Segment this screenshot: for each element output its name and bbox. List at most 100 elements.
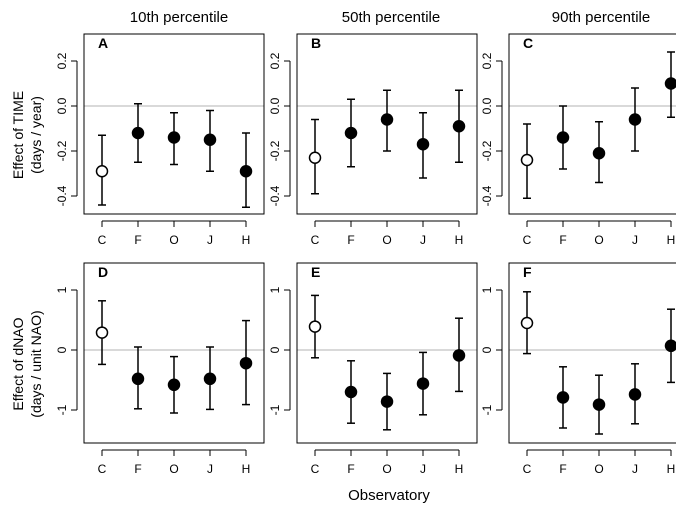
- panel-f-point: [520, 316, 534, 330]
- panel-a-point: [95, 165, 109, 178]
- panel-f-x-tick-label: O: [594, 462, 603, 476]
- column-title-1: 10th percentile: [130, 9, 228, 26]
- panel-b-x-tick-label: O: [382, 233, 391, 247]
- panel-c-x-tick-label: J: [632, 233, 638, 247]
- panel-e-x-tick-label: F: [347, 462, 354, 476]
- panel-c-point: [520, 153, 534, 167]
- panel-a-point: [167, 131, 181, 144]
- x-axis-label: Observatory: [348, 487, 430, 504]
- panel-c-group: C -0.4 -0.2 0.0 0.2 C F O J H: [480, 33, 676, 247]
- panel-b-point: [416, 138, 430, 151]
- panel-f-point: [592, 398, 606, 411]
- row2-ylabel-line2: (days / unit NAO): [28, 310, 44, 417]
- panel-e-x-tick-label: C: [311, 462, 320, 476]
- panel-d-x-tick-label: O: [169, 462, 178, 476]
- panel-d-point: [203, 372, 217, 386]
- panel-c-x-tick-label: H: [667, 233, 676, 247]
- panel-d-point: [239, 356, 253, 370]
- panel-c-y-tick-label: -0.2: [480, 140, 494, 161]
- panel-c-y-tick-label: 0.2: [480, 52, 494, 69]
- panel-c-point: [664, 77, 676, 90]
- panel-e-point: [380, 395, 394, 408]
- panel-b-x-tick-label: J: [420, 233, 426, 247]
- row1-ylabel-line1: Effect of TIME: [10, 91, 26, 179]
- panel-e-frame: [296, 262, 478, 444]
- panel-d-letter: D: [98, 264, 108, 280]
- panel-f-y-tick-label: 1: [480, 286, 494, 293]
- panel-b-frame: [296, 33, 478, 215]
- panel-c-x-tick-label: F: [559, 233, 566, 247]
- panel-f-x-tick-label: F: [559, 462, 566, 476]
- panel-d-point: [95, 326, 109, 339]
- panel-e-point: [416, 377, 430, 390]
- panel-e-letter: E: [311, 264, 320, 280]
- panel-b-x-tick-label: C: [311, 233, 320, 247]
- panel-b-letter: B: [311, 35, 321, 51]
- panel-d-x-tick-label: F: [134, 462, 141, 476]
- panel-b-y-tick-label: 0.2: [268, 52, 282, 69]
- panel-e-x-tick-label: J: [420, 462, 426, 476]
- panel-d-point: [131, 372, 145, 386]
- panel-f-y-tick-label: -1: [480, 404, 494, 415]
- panel-c-point: [556, 131, 570, 144]
- panel-b-point: [380, 113, 394, 126]
- panel-d-group: D -1 0 1 C F O J H: [55, 262, 265, 476]
- panel-e-point: [308, 320, 322, 333]
- panel-f-frame: [508, 262, 676, 444]
- panel-e-x-tick-label: H: [455, 462, 464, 476]
- panel-a-y-tick-label: -0.2: [55, 140, 69, 161]
- panel-d-x-tick-label: H: [242, 462, 251, 476]
- panel-a-x-tick-label: O: [169, 233, 178, 247]
- panel-d-x-tick-label: J: [207, 462, 213, 476]
- panel-e-y-tick-label: -1: [268, 404, 282, 415]
- panel-d-frame: [83, 262, 265, 444]
- panel-d-y-tick-label: 0: [55, 346, 69, 353]
- panel-a-letter: A: [98, 35, 108, 51]
- column-title-2: 50th percentile: [342, 9, 440, 26]
- panel-a-y-tick-label: 0.2: [55, 52, 69, 69]
- panel-c-y-tick-label: 0.0: [480, 97, 494, 114]
- panel-a-point: [131, 126, 145, 140]
- panel-b-point: [452, 120, 466, 133]
- panel-a-x-tick-label: J: [207, 233, 213, 247]
- panel-b-y-tick-label: 0.0: [268, 97, 282, 114]
- panel-e-x-tick-label: O: [382, 462, 391, 476]
- panel-c-letter: C: [523, 35, 533, 51]
- panel-e-y-tick-label: 0: [268, 346, 282, 353]
- panel-b-x-tick-label: H: [455, 233, 464, 247]
- panel-b-point: [344, 126, 358, 140]
- panel-a-y-tick-label: 0.0: [55, 97, 69, 114]
- panel-f-x-tick-label: H: [667, 462, 676, 476]
- panel-c-point: [628, 113, 642, 126]
- panel-a-frame: [83, 33, 265, 215]
- row2-ylabel-line1: Effect of dNAO: [10, 317, 26, 410]
- panels-layer: A -0.4 -0.2 0.0 0.2 C F O J H B -0.4 -0.2 0.0 0.2 C F O J H…: [55, 33, 676, 476]
- panel-e-point: [452, 349, 466, 362]
- panel-a-y-tick-label: -0.4: [55, 185, 69, 206]
- column-title-3: 90th percentile: [552, 9, 650, 26]
- panel-a-point: [203, 133, 217, 146]
- panel-e-group: E -1 0 1 C F O J H: [268, 262, 478, 476]
- panel-d-y-tick-label: 1: [55, 286, 69, 293]
- panel-b-y-tick-label: -0.2: [268, 140, 282, 161]
- panel-c-frame: [508, 33, 676, 215]
- panel-f-letter: F: [523, 264, 532, 280]
- panel-d-x-tick-label: C: [98, 462, 107, 476]
- panel-c-y-tick-label: -0.4: [480, 185, 494, 206]
- panel-b-group: B -0.4 -0.2 0.0 0.2 C F O J H: [268, 33, 478, 247]
- panel-d-y-tick-label: -1: [55, 404, 69, 415]
- panel-f-point: [556, 391, 570, 404]
- panel-b-point: [308, 151, 322, 164]
- panel-e-point: [344, 385, 358, 399]
- panel-e-y-tick-label: 1: [268, 286, 282, 293]
- panel-f-y-tick-label: 0: [480, 346, 494, 353]
- panel-a-x-tick-label: C: [98, 233, 107, 247]
- panel-b-y-tick-label: -0.4: [268, 185, 282, 206]
- panel-d-point: [167, 378, 181, 392]
- panel-b-x-tick-label: F: [347, 233, 354, 247]
- panel-a-point: [239, 165, 253, 178]
- panel-f-group: F -1 0 1 C F O J H: [480, 262, 676, 476]
- panel-c-x-tick-label: C: [523, 233, 532, 247]
- panel-a-group: A -0.4 -0.2 0.0 0.2 C F O J H: [55, 33, 265, 247]
